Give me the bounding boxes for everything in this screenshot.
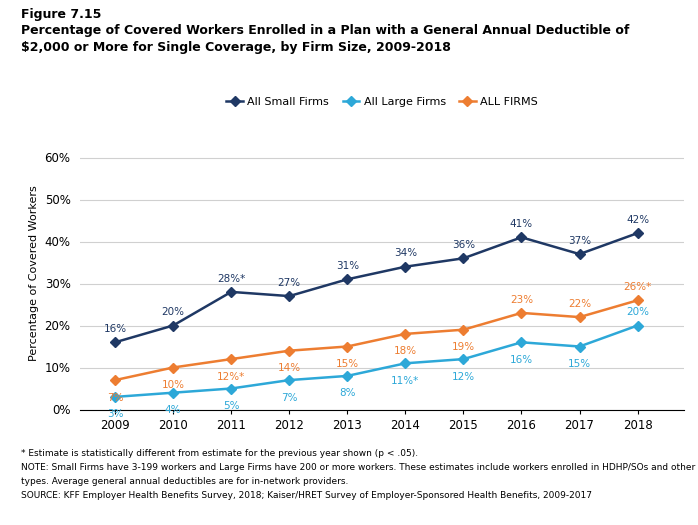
Text: 37%: 37% bbox=[568, 236, 591, 246]
Text: 20%: 20% bbox=[162, 307, 185, 317]
Text: 7%: 7% bbox=[107, 393, 124, 403]
Text: 12%*: 12%* bbox=[217, 372, 245, 382]
Text: 22%: 22% bbox=[568, 299, 591, 309]
Text: 8%: 8% bbox=[339, 388, 355, 398]
Text: 28%*: 28%* bbox=[217, 274, 245, 284]
Text: 34%: 34% bbox=[394, 248, 417, 258]
Text: 15%: 15% bbox=[568, 359, 591, 369]
Text: 14%: 14% bbox=[278, 363, 301, 373]
Text: 23%: 23% bbox=[510, 295, 533, 304]
Text: 36%: 36% bbox=[452, 240, 475, 250]
Y-axis label: Percentage of Covered Workers: Percentage of Covered Workers bbox=[29, 185, 39, 361]
Text: 12%: 12% bbox=[452, 372, 475, 382]
Text: 16%: 16% bbox=[103, 324, 126, 334]
Text: 4%: 4% bbox=[165, 405, 181, 415]
Text: 5%: 5% bbox=[223, 401, 239, 411]
Text: 7%: 7% bbox=[281, 393, 297, 403]
Text: 41%: 41% bbox=[510, 219, 533, 229]
Text: 19%: 19% bbox=[452, 342, 475, 352]
Legend: All Small Firms, All Large Firms, ALL FIRMS: All Small Firms, All Large Firms, ALL FI… bbox=[222, 93, 542, 112]
Text: * Estimate is statistically different from estimate for the previous year shown : * Estimate is statistically different fr… bbox=[21, 449, 418, 458]
Text: 27%: 27% bbox=[278, 278, 301, 288]
Text: 20%: 20% bbox=[626, 307, 649, 317]
Text: 10%: 10% bbox=[162, 380, 185, 390]
Text: $2,000 or More for Single Coverage, by Firm Size, 2009-2018: $2,000 or More for Single Coverage, by F… bbox=[21, 41, 451, 54]
Text: 18%: 18% bbox=[394, 346, 417, 356]
Text: 31%: 31% bbox=[336, 261, 359, 271]
Text: 11%*: 11%* bbox=[392, 376, 419, 386]
Text: 42%: 42% bbox=[626, 215, 649, 225]
Text: 26%*: 26%* bbox=[623, 282, 652, 292]
Text: types. Average general annual deductibles are for in-network providers.: types. Average general annual deductible… bbox=[21, 477, 348, 486]
Text: Percentage of Covered Workers Enrolled in a Plan with a General Annual Deductibl: Percentage of Covered Workers Enrolled i… bbox=[21, 24, 630, 37]
Text: Figure 7.15: Figure 7.15 bbox=[21, 8, 101, 21]
Text: 3%: 3% bbox=[107, 410, 124, 419]
Text: NOTE: Small Firms have 3-199 workers and Large Firms have 200 or more workers. T: NOTE: Small Firms have 3-199 workers and… bbox=[21, 463, 698, 472]
Text: 16%: 16% bbox=[510, 355, 533, 365]
Text: SOURCE: KFF Employer Health Benefits Survey, 2018; Kaiser/HRET Survey of Employe: SOURCE: KFF Employer Health Benefits Sur… bbox=[21, 491, 592, 500]
Text: 15%: 15% bbox=[336, 359, 359, 369]
